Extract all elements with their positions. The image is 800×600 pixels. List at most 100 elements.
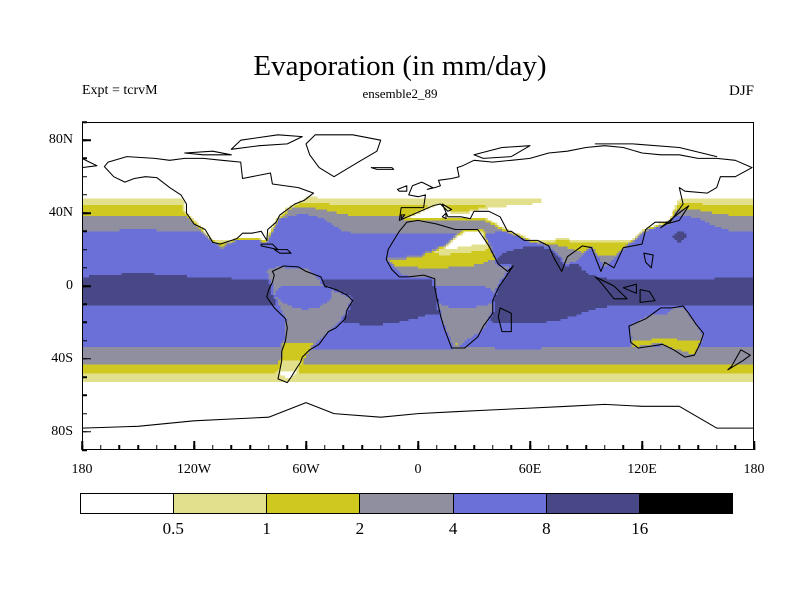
lat-minor-tick — [82, 175, 87, 178]
lon-minor-tick — [697, 445, 699, 450]
field-band — [82, 231, 754, 326]
lat-tick-label: 0 — [66, 278, 73, 293]
lon-minor-tick — [603, 445, 606, 450]
lon-minor-tick — [342, 445, 345, 450]
lat-tick-label: 40N — [48, 205, 73, 221]
lat-tick — [82, 431, 91, 433]
colorbar-tick-label: 2 — [355, 519, 365, 538]
lon-minor-tick — [715, 445, 718, 450]
season-label: DJF — [728, 83, 754, 99]
lon-tick — [81, 441, 83, 450]
lon-minor-tick — [585, 445, 587, 450]
lat-minor-tick — [82, 321, 87, 324]
lon-tick-label: 0 — [414, 462, 422, 477]
coastline — [103, 156, 315, 245]
colorbar-segment[interactable] — [360, 494, 454, 513]
lat-tick — [82, 285, 91, 287]
coastline — [370, 167, 395, 170]
coastline — [497, 307, 512, 333]
lon-minor-tick — [155, 445, 158, 450]
lon-minor-tick — [622, 445, 625, 450]
lon-minor-tick — [734, 445, 737, 450]
lat-minor-tick — [82, 412, 87, 415]
colorbar[interactable] — [80, 493, 733, 514]
lat-minor-tick — [82, 339, 87, 342]
map-plot-area: 80N 40N 0 40S 80S 180 120W 60W 0 60E 120E 180 — [49, 121, 765, 477]
lat-minor-tick — [82, 303, 87, 305]
lon-minor-tick — [118, 445, 121, 450]
lat-minor-tick — [82, 230, 87, 233]
lon-tick-label: 180 — [71, 462, 93, 477]
coastline — [82, 157, 98, 169]
lon-minor-tick — [230, 445, 233, 450]
coastline — [398, 145, 753, 272]
lon-tick — [417, 441, 419, 450]
lon-minor-tick — [249, 445, 251, 450]
coastline — [266, 265, 354, 384]
lon-tick — [753, 441, 755, 450]
coastline — [82, 402, 754, 429]
lat-minor-tick — [82, 194, 87, 196]
page-title: Evaporation (in mm/day) — [253, 50, 547, 82]
coastline — [594, 143, 718, 158]
lat-minor-tick — [82, 121, 87, 123]
colorbar-tick-label: 4 — [448, 519, 458, 538]
colorbar-segment[interactable] — [546, 494, 640, 513]
lat-minor-tick — [82, 394, 87, 397]
lon-minor-tick — [211, 445, 214, 450]
coastline-layer — [82, 134, 754, 429]
coastline — [622, 283, 637, 294]
evaporation-map — [82, 122, 754, 450]
lon-tick-label: 60W — [292, 462, 320, 477]
lon-minor-tick — [361, 445, 363, 450]
coastline — [727, 349, 751, 371]
lon-minor-tick — [547, 445, 550, 450]
lon-minor-tick — [267, 445, 270, 450]
coastline — [441, 212, 447, 220]
lat-tick — [82, 212, 91, 214]
coastline — [184, 150, 232, 156]
colorbar-segment[interactable] — [81, 494, 175, 513]
lon-minor-tick — [379, 445, 382, 450]
lat-minor-tick — [82, 248, 87, 251]
lon-minor-tick — [454, 445, 457, 450]
colorbar-tick-label: 16 — [631, 519, 649, 538]
lon-tick — [529, 441, 531, 450]
coastline — [473, 145, 531, 159]
coastline — [639, 289, 656, 303]
lon-minor-tick — [435, 445, 438, 450]
lat-tick — [82, 358, 91, 360]
lat-minor-tick — [82, 376, 87, 378]
lon-tick-label: 120W — [176, 462, 212, 477]
coastline — [628, 305, 705, 358]
lon-tick-label: 60E — [518, 462, 542, 477]
lat-tick — [82, 139, 91, 141]
colorbar-segment[interactable] — [639, 494, 732, 513]
evaporation-field-layer — [82, 122, 754, 450]
lat-tick-label: 80N — [48, 132, 73, 148]
lon-tick-label: 120E — [627, 462, 657, 477]
colorbar-tick-label: 1 — [262, 519, 271, 538]
lon-minor-tick — [137, 445, 139, 450]
lon-minor-tick — [398, 445, 401, 450]
lat-minor-tick — [82, 267, 87, 269]
coastline — [400, 214, 406, 220]
lon-tick — [641, 441, 643, 450]
lon-minor-tick — [510, 445, 513, 450]
lon-minor-tick — [473, 445, 475, 450]
colorbar-segment[interactable] — [453, 494, 547, 513]
coastline — [385, 219, 514, 349]
lon-tick-label: 180 — [743, 462, 765, 477]
lon-minor-tick — [99, 445, 102, 450]
coastline — [594, 276, 628, 300]
colorbar-segment[interactable] — [267, 494, 361, 513]
coastline — [396, 185, 408, 192]
lat-minor-tick — [82, 449, 87, 451]
coastline — [660, 205, 690, 229]
lon-minor-tick — [491, 445, 494, 450]
lon-minor-tick — [678, 445, 681, 450]
colorbar-segment[interactable] — [174, 494, 268, 513]
experiment-label: Expt = tcrvM — [82, 83, 158, 98]
lon-minor-tick — [323, 445, 326, 450]
colorbar-tick-label: 8 — [542, 519, 551, 538]
